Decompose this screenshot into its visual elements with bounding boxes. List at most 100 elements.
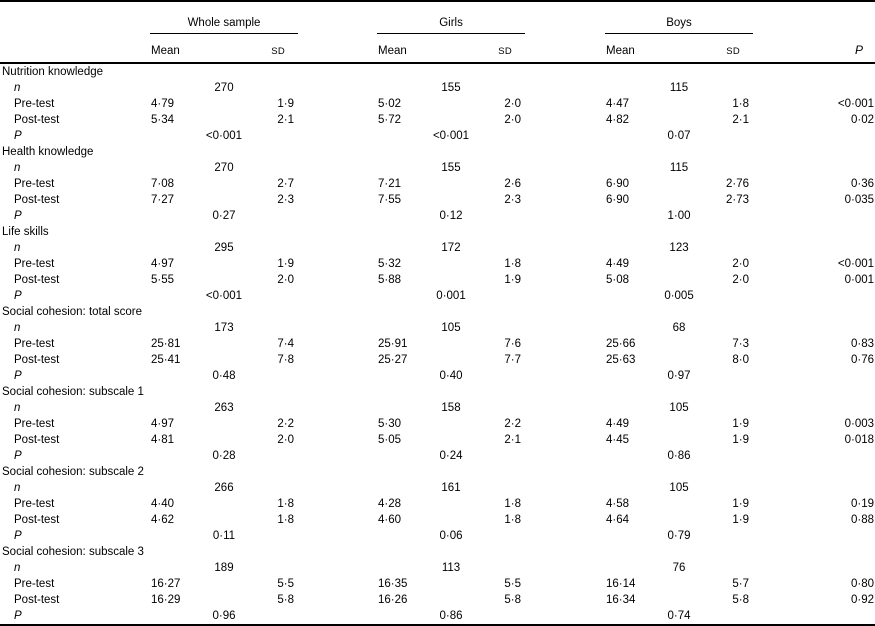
spacer-cell bbox=[298, 96, 377, 112]
sd-value: 1·9 bbox=[732, 434, 750, 446]
sd-value: 1·8 bbox=[277, 498, 294, 510]
row-label: P bbox=[14, 210, 22, 222]
spacer-cell bbox=[298, 272, 377, 288]
table-row: n 295 172 123 bbox=[0, 240, 875, 256]
mean-value: 5·02 bbox=[378, 98, 402, 110]
table-row: Pre-test 7·08 2·7 7·21 2·6 6·90 2·76 0·36 bbox=[0, 176, 875, 192]
spacer-cell bbox=[298, 480, 377, 496]
column-group-boys: Boys bbox=[605, 1, 754, 34]
sd-value: 2·1 bbox=[504, 434, 522, 446]
mean-value: 25·66 bbox=[606, 338, 636, 350]
row-label: Post-test bbox=[14, 354, 60, 366]
mean-value: 16·27 bbox=[151, 578, 181, 590]
row-label: Pre-test bbox=[14, 338, 55, 350]
section-row: Health knowledge bbox=[0, 144, 875, 160]
spacer-cell bbox=[525, 288, 605, 304]
n-value: 105 bbox=[441, 322, 461, 334]
row-label: Post-test bbox=[14, 274, 60, 286]
group-p-value: 0·97 bbox=[667, 370, 691, 382]
spacer-cell bbox=[525, 240, 605, 256]
group-p-value: 1·00 bbox=[667, 210, 691, 222]
spacer-cell bbox=[298, 448, 377, 464]
mean-value: 4·49 bbox=[606, 418, 630, 430]
spacer-cell bbox=[525, 320, 605, 336]
column-group-girls: Girls bbox=[377, 1, 526, 34]
p-value: 0·19 bbox=[851, 498, 875, 510]
sd-value: 2·0 bbox=[504, 114, 522, 126]
mean-value: 16·26 bbox=[378, 594, 408, 606]
n-value: 270 bbox=[214, 162, 234, 174]
n-value: 189 bbox=[214, 562, 234, 574]
p-value: 0·36 bbox=[851, 178, 875, 190]
spacer-cell bbox=[525, 336, 605, 352]
boys-mean-header: Mean bbox=[605, 33, 680, 64]
group-p-value: <0·001 bbox=[205, 130, 243, 142]
mean-value: 25·91 bbox=[378, 338, 408, 350]
mean-value: 5·88 bbox=[378, 274, 402, 286]
group-p-value: 0·86 bbox=[439, 610, 463, 622]
row-label: Post-test bbox=[14, 194, 60, 206]
table-row: P 0·48 0·40 0·97 bbox=[0, 368, 875, 384]
empty-cell bbox=[753, 320, 875, 336]
spacer-cell bbox=[298, 608, 377, 625]
sd-value: 2·2 bbox=[277, 418, 294, 430]
whole-sample-sd-header: SD bbox=[224, 33, 298, 64]
spacer-cell bbox=[525, 80, 605, 96]
n-value: 173 bbox=[214, 322, 234, 334]
row-label: n bbox=[14, 562, 21, 574]
spacer-cell bbox=[525, 96, 605, 112]
sd-value: 2·0 bbox=[277, 274, 294, 286]
sd-value: 5·5 bbox=[277, 578, 294, 590]
sd-value: 1·9 bbox=[732, 498, 750, 510]
group-p-value: <0·001 bbox=[205, 290, 243, 302]
mean-value: 4·62 bbox=[151, 514, 175, 526]
mean-value: 4·60 bbox=[378, 514, 402, 526]
mean-value: 4·40 bbox=[151, 498, 175, 510]
mean-value: 4·47 bbox=[606, 98, 630, 110]
table-row: n 270 155 115 bbox=[0, 80, 875, 96]
mean-value: 5·34 bbox=[151, 114, 175, 126]
table-row: P 0·27 0·12 1·00 bbox=[0, 208, 875, 224]
spacer-cell bbox=[298, 400, 377, 416]
n-value: 270 bbox=[214, 82, 234, 94]
row-label: n bbox=[14, 162, 21, 174]
spacer-cell bbox=[298, 576, 377, 592]
spacer-cell bbox=[298, 320, 377, 336]
table-row: Post-test 5·55 2·0 5·88 1·9 5·08 2·0 0·001 bbox=[0, 272, 875, 288]
table-row: P 0·28 0·24 0·86 bbox=[0, 448, 875, 464]
spacer-cell bbox=[298, 592, 377, 608]
row-label: Post-test bbox=[14, 514, 60, 526]
p-value: 0·92 bbox=[851, 594, 875, 606]
mean-value: 5·55 bbox=[151, 274, 175, 286]
spacer-cell bbox=[525, 576, 605, 592]
table-row: Pre-test 4·97 1·9 5·32 1·8 4·49 2·0 <0·001 bbox=[0, 256, 875, 272]
spacer-cell bbox=[298, 33, 377, 64]
empty-cell bbox=[753, 160, 875, 176]
section-title: Social cohesion: total score bbox=[2, 306, 142, 318]
sd-value: 1·9 bbox=[732, 418, 750, 430]
group-p-value: 0·11 bbox=[212, 530, 236, 542]
sd-value: 2·0 bbox=[504, 98, 522, 110]
empty-cell bbox=[753, 400, 875, 416]
row-label: Pre-test bbox=[14, 578, 55, 590]
spacer-cell bbox=[525, 128, 605, 144]
spacer-cell bbox=[525, 560, 605, 576]
n-value: 105 bbox=[669, 402, 689, 414]
spacer-cell bbox=[525, 400, 605, 416]
spacer-cell bbox=[298, 256, 377, 272]
row-label: n bbox=[14, 482, 21, 494]
spacer-cell bbox=[298, 1, 377, 34]
spacer-cell bbox=[525, 432, 605, 448]
mean-value: 4·49 bbox=[606, 258, 630, 270]
spacer-cell bbox=[298, 352, 377, 368]
section-row: Social cohesion: total score bbox=[0, 304, 875, 320]
sd-value: 2·1 bbox=[277, 114, 294, 126]
sd-value: 5·8 bbox=[504, 594, 522, 606]
sd-value: 2·6 bbox=[504, 178, 522, 190]
table-row: n 189 113 76 bbox=[0, 560, 875, 576]
spacer-cell bbox=[298, 496, 377, 512]
row-label: P bbox=[14, 450, 22, 462]
n-value: 68 bbox=[672, 322, 686, 334]
n-value: 263 bbox=[214, 402, 234, 414]
spacer-cell bbox=[525, 33, 606, 64]
